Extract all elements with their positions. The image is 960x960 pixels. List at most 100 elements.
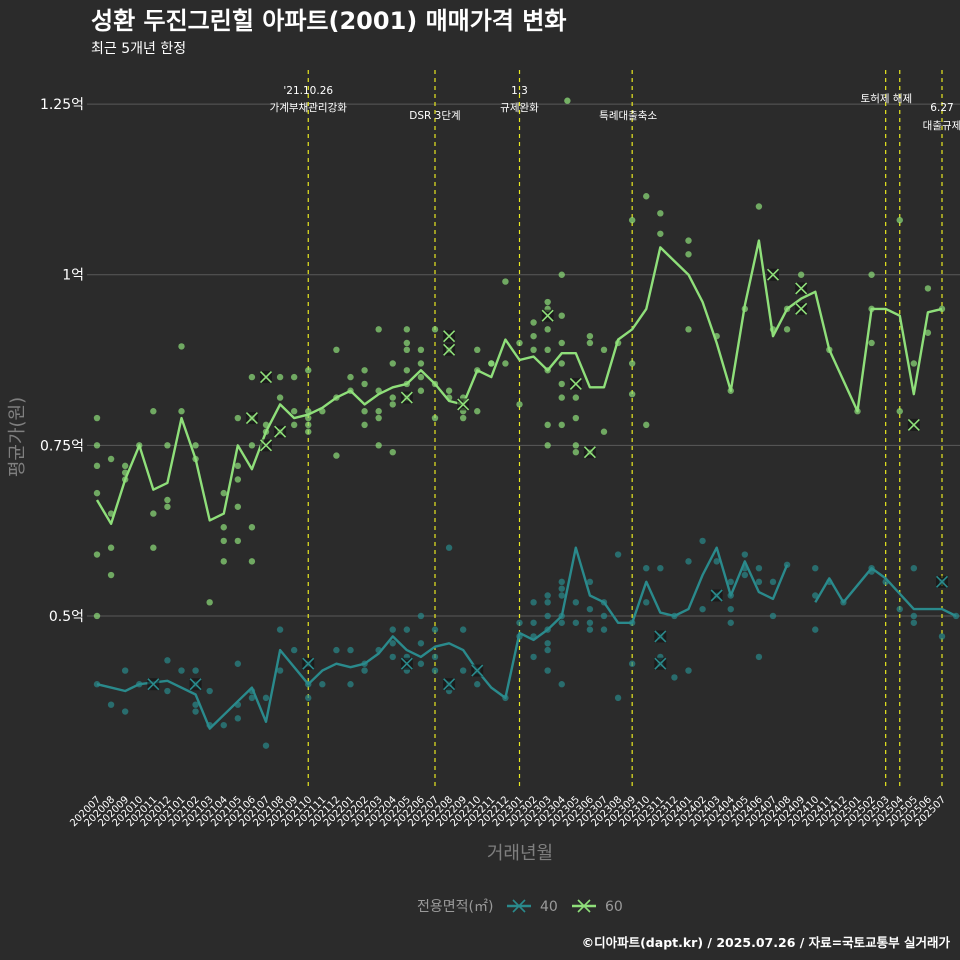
data-point <box>375 326 382 333</box>
data-point <box>164 442 171 449</box>
data-point <box>150 408 157 415</box>
data-point <box>558 421 565 429</box>
series-line <box>95 239 943 525</box>
x-mark <box>189 678 202 691</box>
data-point <box>192 708 199 715</box>
data-point <box>502 360 509 367</box>
data-point <box>544 646 551 654</box>
event-label: '21.10.26 <box>283 85 333 97</box>
data-point <box>643 193 650 200</box>
data-point <box>220 721 227 729</box>
y-tick-label: 1억 <box>62 268 84 284</box>
data-point <box>375 408 382 415</box>
data-point <box>234 715 242 722</box>
data-point <box>643 564 650 572</box>
data-point <box>628 660 636 667</box>
data-point <box>600 428 608 435</box>
data-point <box>121 462 129 470</box>
data-point <box>558 339 565 347</box>
data-point <box>628 216 636 224</box>
data-point <box>797 271 805 278</box>
data-point <box>558 578 565 586</box>
gridlines <box>87 103 960 617</box>
data-point <box>206 599 213 606</box>
data-point <box>558 681 565 688</box>
data-point <box>741 571 749 579</box>
data-point <box>910 612 918 620</box>
data-point <box>474 681 481 688</box>
data-point <box>544 442 551 449</box>
data-point <box>671 674 678 681</box>
x-mark <box>795 282 808 295</box>
data-point <box>417 640 425 647</box>
data-point <box>375 442 382 449</box>
data-point <box>564 97 571 104</box>
x-mark <box>766 268 780 281</box>
data-point <box>290 373 298 381</box>
event-label: 토허제 해제 <box>861 92 913 105</box>
data-point <box>727 605 734 613</box>
data-point <box>93 612 101 620</box>
legend-key-mark <box>577 899 591 913</box>
data-point <box>417 360 425 367</box>
data-series <box>93 193 960 749</box>
event-label: 6.27 <box>930 102 953 114</box>
data-point <box>220 537 227 545</box>
data-point <box>586 605 594 613</box>
data-point <box>445 387 453 394</box>
data-point <box>727 578 734 586</box>
data-point <box>600 612 608 620</box>
x-mark <box>654 630 667 643</box>
data-point <box>389 394 396 401</box>
x-mark <box>443 343 456 356</box>
data-point <box>107 455 115 463</box>
data-point <box>558 271 565 278</box>
data-point <box>389 448 396 456</box>
data-point <box>234 660 242 667</box>
data-point <box>558 360 565 367</box>
data-point <box>93 462 101 470</box>
data-point <box>121 708 129 715</box>
data-point <box>107 701 115 708</box>
data-point <box>276 394 284 401</box>
data-point <box>248 558 256 565</box>
data-point <box>290 408 298 415</box>
data-point <box>248 694 256 702</box>
data-point <box>558 592 565 599</box>
x-axis-label: 거래년월 <box>487 843 553 864</box>
data-point <box>93 489 101 497</box>
data-point <box>262 694 270 702</box>
data-point <box>558 619 565 626</box>
data-point <box>896 605 903 613</box>
x-mark <box>583 446 596 459</box>
data-point <box>459 667 467 674</box>
data-point <box>516 339 523 347</box>
data-point <box>347 646 354 654</box>
event-label: 특례대출축소 <box>599 110 657 122</box>
data-point <box>685 558 692 565</box>
data-point <box>572 448 580 456</box>
event-label: 대출규제 <box>923 120 960 132</box>
data-point <box>403 626 411 633</box>
data-point <box>924 285 932 292</box>
data-point <box>685 251 692 258</box>
data-point <box>403 346 411 354</box>
y-tick-label: 0.5억 <box>49 609 84 625</box>
data-point <box>713 558 720 565</box>
x-mark <box>541 309 554 322</box>
data-point <box>938 633 946 640</box>
data-point <box>586 332 594 340</box>
data-point <box>544 592 551 599</box>
data-point <box>643 599 650 606</box>
data-point <box>474 408 481 415</box>
data-point <box>150 510 157 517</box>
data-point <box>459 414 467 422</box>
data-point <box>614 694 622 702</box>
data-point <box>544 421 551 429</box>
data-point <box>431 414 439 422</box>
data-point <box>727 619 734 626</box>
x-mark <box>443 330 456 343</box>
data-point <box>276 626 284 633</box>
